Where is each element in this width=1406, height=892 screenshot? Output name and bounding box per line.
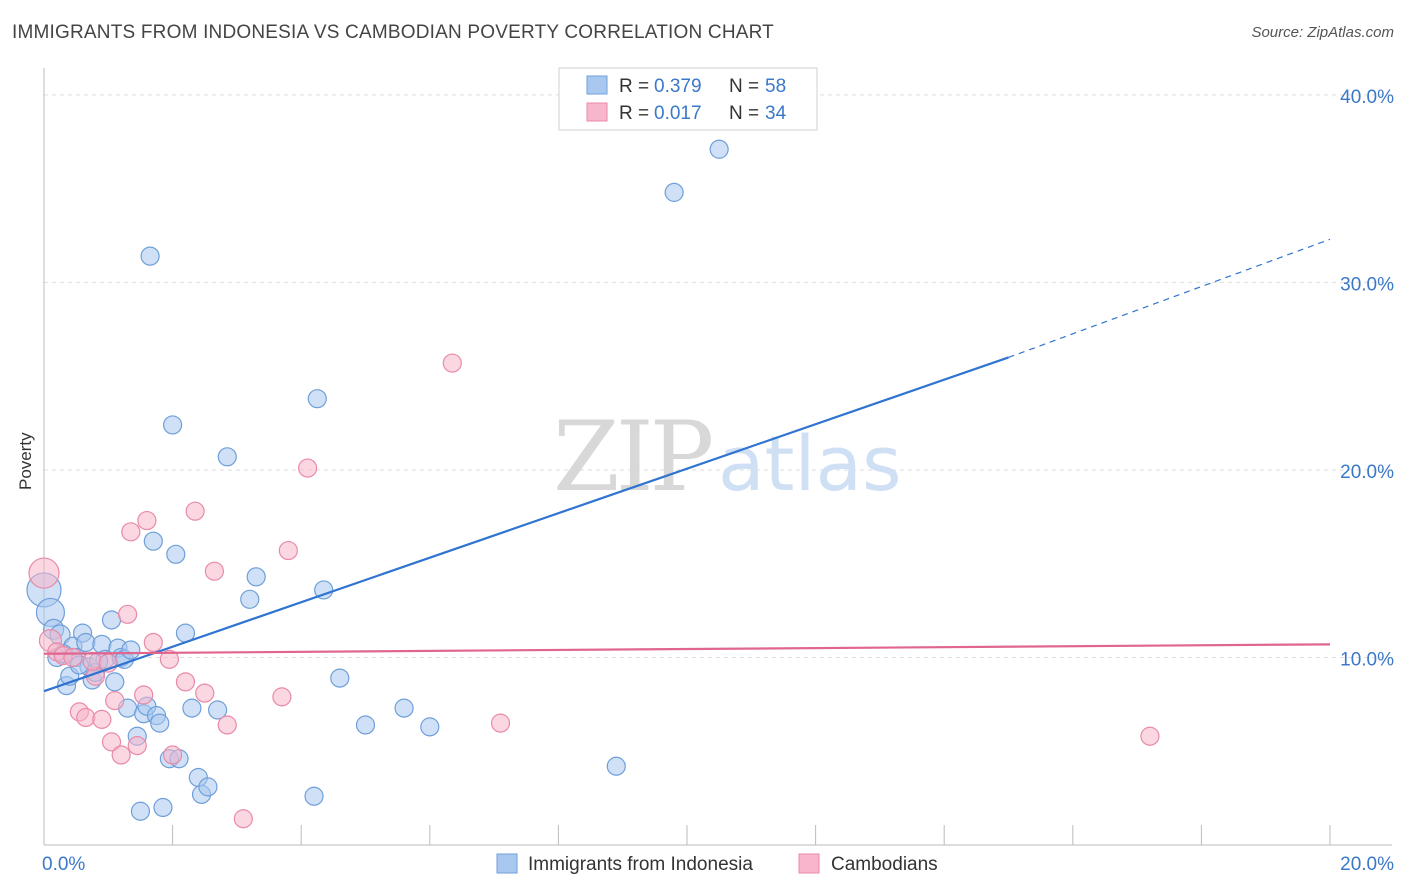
watermark: ZIP atlas [553, 401, 902, 513]
chart-title: IMMIGRANTS FROM INDONESIA VS CAMBODIAN P… [12, 22, 774, 43]
point-blue-10 [76, 632, 96, 653]
tick-labels: 10.0% 20.0% 30.0% 40.0% 0.0% 20.0% [42, 87, 1394, 875]
point-pink-17 [143, 632, 163, 653]
point-pink-30 [490, 713, 511, 733]
point-blue-50 [394, 698, 414, 718]
legend-pink-swatch [586, 102, 608, 122]
point-blue-37 [182, 698, 202, 718]
legend-series-blue-label: Immigrants from Indonesia [528, 854, 753, 875]
point-pink-10 [105, 691, 125, 711]
point-blue-33 [163, 415, 183, 435]
y-tick-label-2: 30.0% [1340, 274, 1394, 295]
trend-lines [43, 238, 1331, 693]
point-blue-17 [105, 672, 125, 692]
point-pink-23 [204, 561, 224, 581]
legend-blue-n-label: N = [729, 76, 759, 97]
point-blue-41 [208, 700, 228, 720]
point-pink-15 [134, 685, 154, 705]
point-pink-25 [233, 809, 253, 829]
x-tick-label-0: 0.0% [42, 854, 85, 875]
x-tick-label-1: 20.0% [1340, 854, 1394, 875]
legend-series: Immigrants from Indonesia Cambodians [496, 853, 938, 875]
point-pink-20 [175, 672, 196, 692]
y-tick-label-3: 40.0% [1340, 87, 1394, 108]
y-tick-label-1: 20.0% [1340, 462, 1394, 483]
legend-series-pink-swatch [798, 853, 820, 874]
legend-series-blue-swatch [496, 853, 518, 874]
point-blue-40 [198, 777, 218, 797]
legend-blue-r-value: 0.379 [654, 76, 702, 97]
point-blue-53 [664, 182, 684, 202]
legend-blue-swatch [586, 75, 608, 95]
point-blue-49 [355, 715, 376, 735]
point-blue-31 [153, 797, 173, 818]
watermark-zip: ZIP [553, 401, 712, 513]
point-pink-26 [272, 687, 292, 707]
point-pink-12 [117, 604, 138, 624]
point-blue-46 [307, 389, 327, 409]
point-blue-42 [217, 447, 237, 467]
point-pink-21 [185, 501, 205, 521]
point-pink-16 [137, 510, 157, 531]
point-blue-22 [121, 640, 141, 660]
point-blue-54 [709, 139, 729, 159]
legend-pink-n-value: 34 [765, 103, 787, 124]
point-blue-27 [140, 246, 160, 266]
point-pink-11 [111, 745, 131, 765]
data-points [26, 139, 1160, 829]
legend-blue-n-value: 58 [765, 76, 786, 97]
axes [43, 68, 1392, 846]
trendline-blue-extension [1008, 238, 1331, 358]
legend-stats: R = 0.379 N = 58 R = 0.017 N = 34 [558, 67, 818, 131]
point-pink-27 [278, 540, 298, 561]
point-pink-28 [298, 458, 318, 478]
point-pink-13 [121, 522, 141, 542]
point-pink-32 [82, 651, 102, 671]
point-pink-6 [76, 707, 96, 728]
point-pink-0 [28, 557, 60, 589]
point-pink-29 [442, 353, 462, 373]
point-pink-14 [127, 736, 147, 756]
y-tick-label-0: 10.0% [1340, 649, 1394, 670]
point-pink-22 [195, 683, 215, 703]
legend-pink-n-label: N = [729, 103, 759, 124]
point-blue-47 [314, 580, 334, 600]
point-pink-18 [159, 649, 179, 669]
point-pink-19 [163, 745, 183, 765]
point-blue-44 [246, 567, 266, 587]
point-blue-51 [420, 717, 440, 737]
legend-pink-r-label: R = [619, 103, 649, 124]
legend-pink-r-value: 0.017 [654, 103, 702, 124]
point-blue-45 [304, 786, 324, 806]
point-pink-8 [92, 709, 112, 729]
trendline-pink [43, 643, 1331, 655]
point-blue-34 [166, 544, 186, 564]
point-pink-24 [217, 715, 237, 735]
point-pink-31 [1140, 726, 1160, 746]
legend-series-pink-label: Cambodians [831, 854, 938, 875]
source-label: Source: ZipAtlas.com [1251, 24, 1394, 41]
watermark-atlas: atlas [718, 419, 902, 508]
point-blue-16 [101, 610, 122, 630]
legend-blue-r-label: R = [619, 76, 649, 97]
point-blue-24 [130, 801, 151, 821]
point-blue-28 [143, 531, 163, 551]
point-pink-9 [101, 732, 122, 752]
trendline-blue [43, 356, 1009, 693]
point-blue-30 [150, 713, 170, 733]
point-pink-4 [63, 647, 83, 668]
point-blue-52 [606, 756, 626, 776]
point-blue-43 [240, 589, 260, 609]
point-blue-48 [330, 668, 350, 688]
grid-lines [44, 94, 1392, 658]
